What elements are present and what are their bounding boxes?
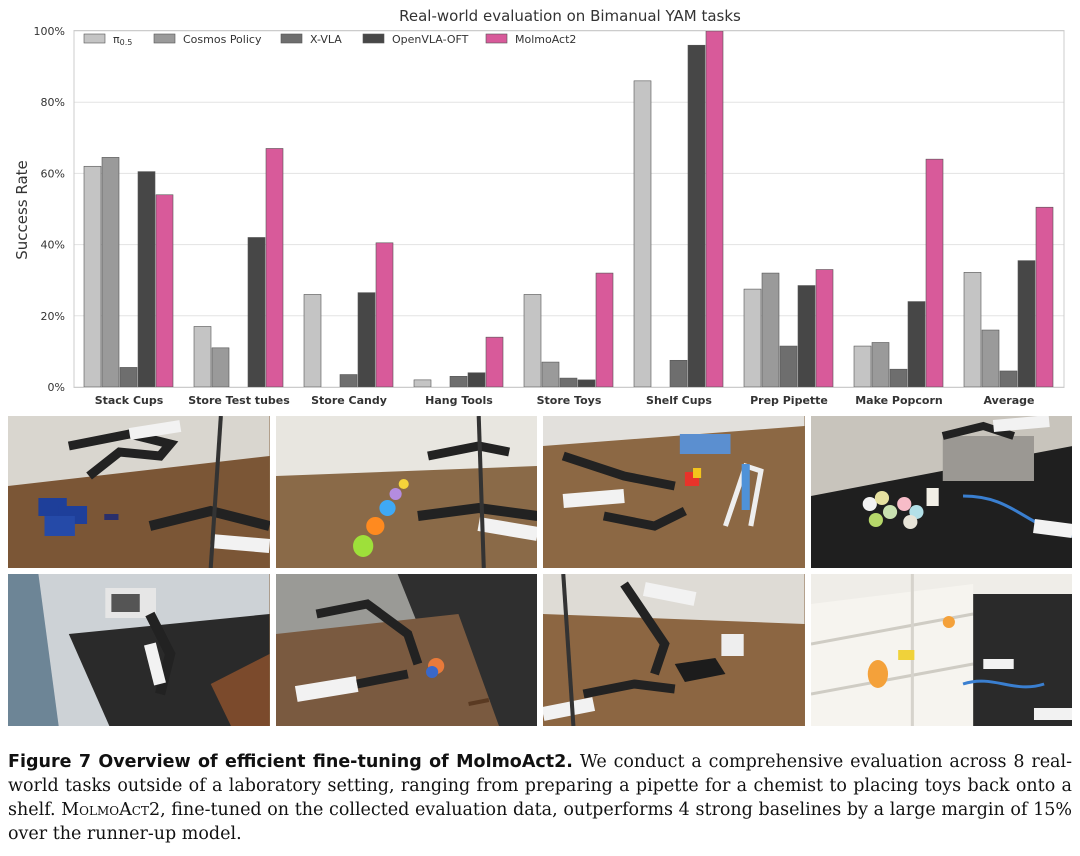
legend-swatch	[83, 33, 106, 44]
legend-label: OpenVLA-OFT	[392, 33, 469, 46]
caption-text-1: We conduct a comprehensive evaluation ac…	[8, 752, 1073, 820]
bar	[761, 272, 780, 388]
make-popcorn-photo	[8, 574, 270, 726]
legend-label: π0.5	[113, 33, 132, 47]
legend-swatch	[362, 33, 385, 44]
bar	[413, 379, 432, 388]
prep-pipette-photo	[810, 416, 1072, 568]
x-tick-label: Store Candy	[311, 394, 387, 407]
bar	[541, 361, 560, 388]
bar	[1035, 206, 1054, 388]
bar	[247, 237, 266, 388]
x-tick-label: Hang Tools	[425, 394, 493, 407]
bar	[669, 359, 688, 388]
bar	[853, 345, 872, 388]
bar	[119, 367, 138, 388]
x-tick-labels: Stack Cups Store Test tubes Store Candy Han…	[95, 394, 1035, 407]
x-tick-label: Stack Cups	[95, 394, 164, 407]
x-tick-label: Average	[984, 394, 1035, 407]
bar	[595, 272, 614, 388]
x-tick-label: Prep Pipette	[750, 394, 828, 407]
x-tick-label: Shelf Cups	[646, 394, 712, 407]
bar-chart: Real-world evaluation on Bimanual YAM ta…	[13, 7, 1065, 407]
bar	[633, 80, 652, 388]
bar	[797, 285, 816, 388]
bar	[687, 44, 706, 388]
bar	[449, 376, 468, 388]
bar	[485, 336, 504, 388]
bar	[357, 292, 376, 388]
bar	[999, 370, 1018, 388]
legend-label: X-VLA	[310, 33, 342, 46]
bars-group	[83, 30, 1054, 388]
photo-row-bottom	[8, 574, 1072, 726]
bar	[211, 347, 230, 388]
plot-frame	[73, 30, 1065, 388]
bar	[339, 374, 358, 388]
bar	[137, 171, 156, 388]
stack-cups-photo	[8, 416, 270, 568]
bar	[925, 158, 944, 388]
x-tick-label: Store Test tubes	[188, 394, 290, 407]
bar	[743, 288, 762, 388]
caption-label: Figure 7 Overview of efficient fine-tuni…	[8, 752, 573, 772]
bar	[871, 342, 890, 388]
bar	[981, 329, 1000, 388]
bar	[1017, 260, 1036, 388]
bar	[577, 379, 596, 388]
y-tick-label: 0%	[48, 381, 65, 394]
bar	[193, 326, 212, 388]
caption-text-2: , fine-tuned on the collected evaluation…	[8, 800, 1072, 844]
store-toys-photo	[543, 416, 805, 568]
bar	[101, 157, 120, 388]
bar	[559, 377, 578, 388]
y-tick-label: 100%	[34, 25, 65, 38]
legend-swatch	[485, 33, 508, 44]
y-tick-label: 20%	[41, 310, 65, 323]
bar	[303, 294, 322, 388]
legend-label: MolmoAct2	[515, 33, 576, 46]
x-tick-label: Make Popcorn	[855, 394, 943, 407]
bar	[523, 294, 542, 388]
bar	[467, 372, 486, 388]
store-test-tubes-photo	[543, 574, 805, 726]
legend-label: Cosmos Policy	[183, 33, 262, 46]
y-tick-label: 40%	[41, 239, 65, 252]
bar	[265, 148, 284, 388]
bar	[375, 242, 394, 388]
bar	[83, 165, 102, 388]
y-axis-label: Success Rate	[13, 160, 31, 260]
legend-swatch	[280, 33, 303, 44]
y-tick-label: 60%	[41, 167, 65, 180]
legend-swatch	[153, 33, 176, 44]
bar	[705, 30, 724, 388]
caption-model-name: MolmoAct2	[61, 800, 161, 820]
bar	[815, 269, 834, 388]
legend: π0.5 Cosmos Policy X-VLA OpenVLA-OFT MolmoAc…	[83, 33, 576, 47]
store-candy-photo	[810, 574, 1072, 726]
bar	[155, 194, 174, 388]
photo-row-top	[8, 416, 1072, 568]
bar	[907, 301, 926, 388]
y-tick-labels: 0% 20% 40% 60% 80% 100%	[34, 25, 65, 394]
chart-title: Real-world evaluation on Bimanual YAM ta…	[399, 7, 741, 25]
y-tick-label: 80%	[41, 96, 65, 109]
x-tick-label: Store Toys	[537, 394, 602, 407]
shelf-cups-photo	[275, 416, 537, 568]
bar	[779, 345, 798, 388]
bar	[889, 368, 908, 388]
figure-caption: Figure 7 Overview of efficient fine-tuni…	[8, 750, 1072, 846]
bar	[963, 272, 982, 388]
hang-tools-photo	[275, 574, 537, 726]
